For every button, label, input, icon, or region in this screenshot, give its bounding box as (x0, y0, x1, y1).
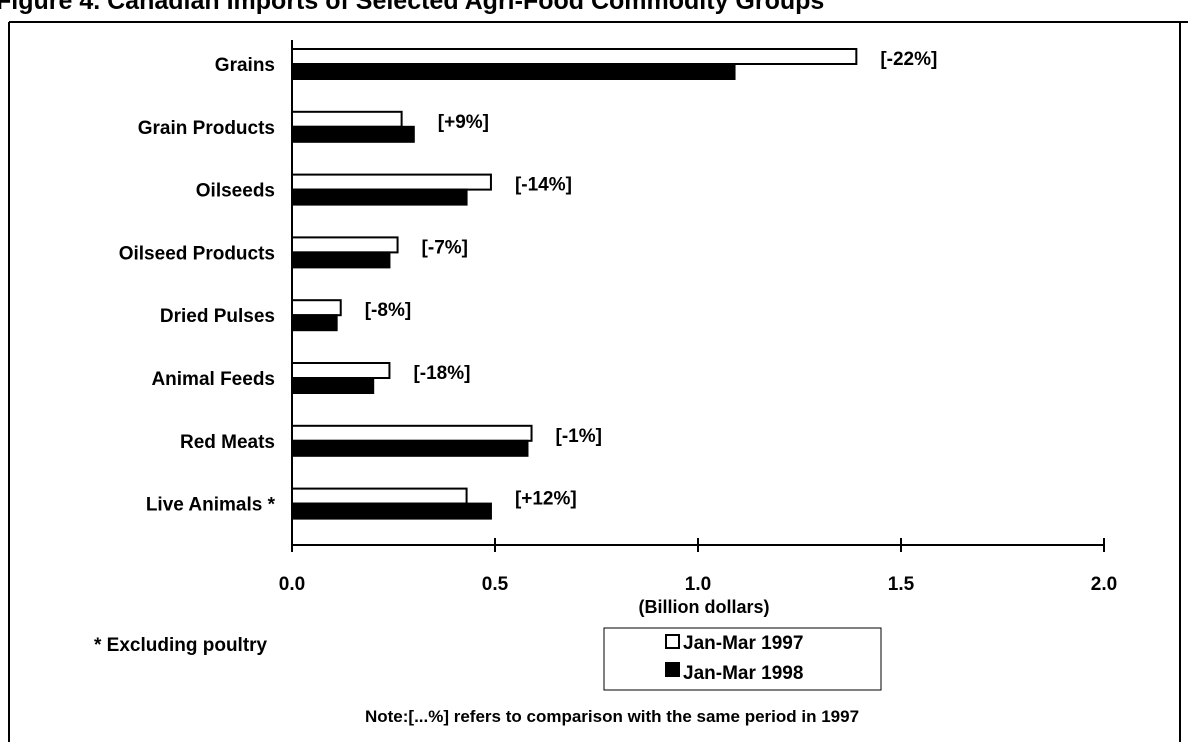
bar-oilseeds-series-1 (291, 173, 492, 191)
change-labels: [-22%] [+9%] [-14%] [-7%] [-8%] [-18%] [-1%] [+… (365, 49, 938, 510)
category-label-oilseed-products: Oilseed Products (119, 243, 275, 264)
x-tick-label-1: 0.5 (482, 574, 509, 595)
chart-frame (8, 21, 1188, 742)
bar-dried-pulses-series-2 (291, 314, 338, 332)
bar-dried-pulses-series-1 (291, 299, 342, 317)
x-tick-label-0: 0.0 (279, 574, 305, 595)
bar-grains-series-2 (291, 63, 736, 80)
category-label-grains: Grains (215, 55, 275, 76)
category-labels: Grains Grain Products Oilseeds Oilseed Prod… (119, 55, 276, 516)
bar-live-animals-series-1 (291, 487, 468, 505)
bar-animal-feeds-series-1 (291, 362, 391, 379)
legend-swatch-series-1 (665, 634, 680, 649)
change-label-grain-products: [+9%] (438, 112, 489, 133)
bar-animal-feeds-series-2 (291, 377, 375, 394)
footnote: * Excluding poultry (94, 635, 268, 656)
bar-oilseeds-series-2 (291, 188, 468, 206)
change-label-live-animals: [+12%] (515, 489, 577, 510)
bar-grain-products-series-2 (291, 125, 415, 143)
bar-live-animals-series-2 (291, 502, 492, 520)
x-tick-label-2: 1.0 (685, 574, 711, 595)
bar-oilseed-products-series-1 (291, 236, 399, 254)
category-label-oilseeds: Oilseeds (196, 181, 275, 202)
category-label-animal-feeds: Animal Feeds (151, 369, 275, 390)
change-label-oilseed-products: [-7%] (422, 237, 468, 258)
category-label-red-meats: Red Meats (180, 432, 275, 453)
x-tick-label-3: 1.5 (888, 574, 915, 595)
change-label-grains: [-22%] (880, 49, 937, 70)
bar-red-meats-series-1 (291, 424, 533, 442)
legend-swatch-series-2 (665, 662, 680, 677)
change-label-dried-pulses: [-8%] (365, 300, 411, 321)
bar-grains-series-1 (291, 48, 858, 65)
category-label-grain-products: Grain Products (138, 118, 275, 139)
category-label-live-animals: Live Animals * (146, 495, 276, 516)
x-ticks: 0.0 0.5 1.0 1.5 2.0 (279, 538, 1117, 595)
bar-red-meats-series-2 (291, 439, 529, 457)
chart-title: Figure 4. Canadian Imports of Selected A… (0, 0, 824, 15)
change-label-animal-feeds: [-18%] (413, 363, 470, 384)
bar-grain-products-series-1 (291, 110, 403, 128)
x-axis-label: (Billion dollars) (638, 597, 769, 617)
legend-box (603, 627, 882, 691)
legend-label-series-2: Jan-Mar 1998 (683, 663, 803, 684)
legend-label-series-1: Jan-Mar 1997 (683, 633, 803, 654)
legend: Jan-Mar 1997 Jan-Mar 1998 (603, 627, 882, 691)
change-label-red-meats: [-1%] (556, 426, 602, 447)
bar-oilseed-products-series-2 (291, 251, 391, 269)
bars-layer (291, 48, 858, 520)
chart-note: Note:[...%] refers to comparison with th… (365, 707, 859, 726)
change-label-oilseeds: [-14%] (515, 175, 572, 196)
category-label-dried-pulses: Dried Pulses (160, 306, 275, 327)
x-tick-label-4: 2.0 (1091, 574, 1117, 595)
